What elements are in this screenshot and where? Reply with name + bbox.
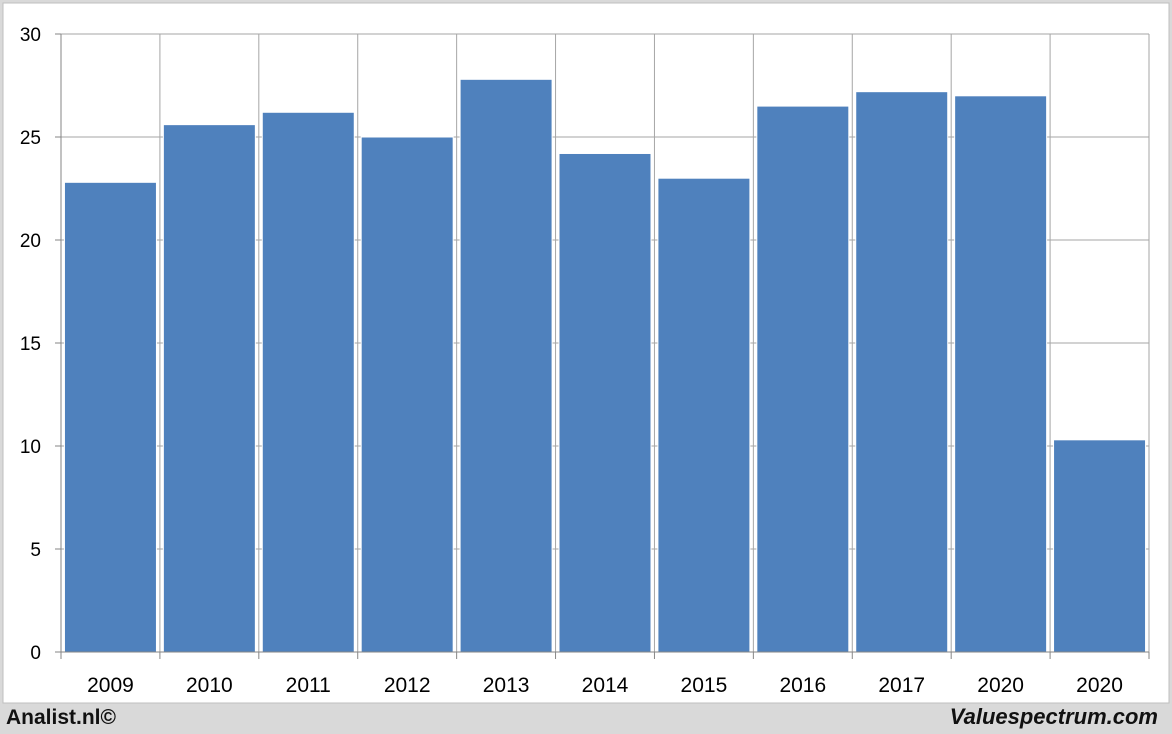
y-tick-label: 5 [30,540,41,561]
y-tick-label: 25 [20,128,41,149]
x-tick-label: 2010 [186,674,233,697]
x-tick-label: 2017 [878,674,925,697]
x-tick-label: 2009 [87,674,134,697]
bar [954,95,1048,653]
x-tick-label: 2020 [1076,674,1123,697]
bar [756,105,850,653]
y-axis-tick-labels: 0 5 10 15 20 25 30 [20,25,41,664]
x-tick-label: 2012 [384,674,431,697]
bar [459,78,553,653]
x-tick-label: 2013 [483,674,530,697]
y-tick-label: 10 [20,437,41,458]
y-tick-label: 30 [20,25,41,46]
bar [162,124,256,653]
x-tick-label: 2015 [681,674,728,697]
bar [261,111,355,653]
bar [558,152,652,653]
bar [855,91,949,653]
y-tick-label: 0 [30,643,41,664]
x-tick-label: 2020 [977,674,1024,697]
footer-source-left: Analist.nl© [6,706,116,729]
bar [657,177,751,653]
x-axis-tick-labels: 2009 2010 2011 2012 2013 2014 2015 2016 2017 2020… [87,674,1123,697]
y-tick-label: 20 [20,231,41,252]
x-tick-label: 2016 [779,674,826,697]
y-tick-label: 15 [20,334,41,355]
bar [63,181,157,653]
axes [55,33,1150,659]
bars [63,78,1147,653]
x-tick-label: 2014 [582,674,629,697]
x-tick-label: 2011 [286,674,331,697]
footer-source-right: Valuespectrum.com [949,704,1158,729]
bar [360,136,454,653]
bar [1053,439,1147,653]
